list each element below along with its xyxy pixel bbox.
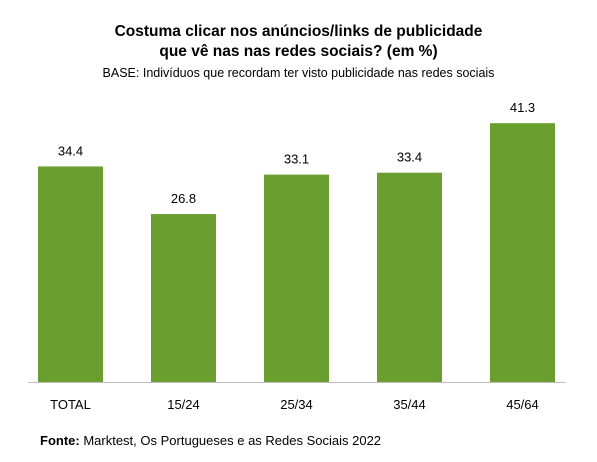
data-label: 33.4 (397, 150, 422, 165)
chart-title-line-2: que vê nas nas redes sociais? (em %) (159, 43, 438, 60)
data-label: 33.1 (284, 152, 309, 167)
bar-total (38, 166, 103, 382)
data-label: 41.3 (510, 100, 535, 115)
bar-45-64 (490, 123, 555, 382)
data-label: 34.4 (58, 143, 83, 158)
chart-title: Costuma clicar nos anúncios/links de pub… (0, 22, 597, 62)
source-text: Marktest, Os Portugueses e as Redes Soci… (79, 433, 382, 448)
source-label: Fonte: (40, 433, 80, 448)
category-label: TOTAL (50, 397, 91, 412)
category-label: 25/34 (280, 397, 313, 412)
data-label: 26.8 (171, 191, 196, 206)
chart-subtitle: BASE: Indivíduos que recordam ter visto … (102, 66, 495, 80)
source-note: Fonte: Marktest, Os Portugueses e as Red… (40, 433, 381, 449)
bar-35-44 (377, 172, 442, 382)
category-label: 45/64 (506, 397, 539, 412)
bar-15-24 (151, 214, 216, 382)
bar-25-34 (264, 174, 329, 382)
category-label: 35/44 (393, 397, 426, 412)
category-label: 15/24 (167, 397, 200, 412)
chart-title-line-1: Costuma clicar nos anúncios/links de pub… (114, 23, 483, 40)
